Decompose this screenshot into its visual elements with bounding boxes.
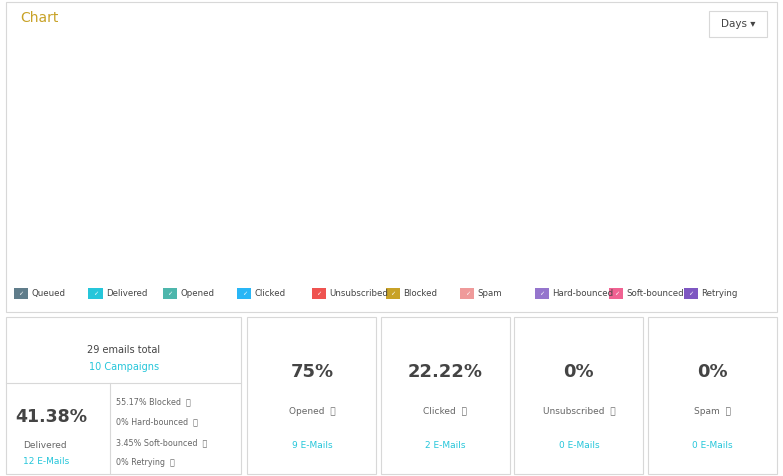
Text: 3.45% Soft-bounced  ⓘ: 3.45% Soft-bounced ⓘ <box>116 438 207 447</box>
Text: Opened: Opened <box>180 289 214 298</box>
Text: Clicked: Clicked <box>254 289 286 298</box>
Text: Unsubscribed  ⓘ: Unsubscribed ⓘ <box>543 407 615 416</box>
Text: ✓: ✓ <box>316 291 321 296</box>
Text: 55.17% Blocked  ⓘ: 55.17% Blocked ⓘ <box>116 397 190 407</box>
Text: ✓: ✓ <box>465 291 470 296</box>
Text: 0 E-Mails: 0 E-Mails <box>558 441 599 450</box>
Text: 0%: 0% <box>697 363 727 381</box>
Text: Spam  ⓘ: Spam ⓘ <box>694 407 731 416</box>
Text: 0% Retrying  ⓘ: 0% Retrying ⓘ <box>116 458 175 467</box>
Text: 29 emails total: 29 emails total <box>87 345 161 355</box>
Text: 0%: 0% <box>564 363 594 381</box>
Text: ✓: ✓ <box>391 291 395 296</box>
Text: Opened  ⓘ: Opened ⓘ <box>288 407 335 416</box>
Text: Delivered: Delivered <box>23 441 67 450</box>
Text: ✓: ✓ <box>614 291 619 296</box>
Text: Blocked: Blocked <box>403 289 437 298</box>
Text: Clicked  ⓘ: Clicked ⓘ <box>424 407 467 416</box>
Text: 0 E-Mails: 0 E-Mails <box>692 441 733 450</box>
Text: Delivered: Delivered <box>106 289 147 298</box>
Text: 10 Campaigns: 10 Campaigns <box>88 362 159 372</box>
Text: 2 E-Mails: 2 E-Mails <box>425 441 466 450</box>
Text: Retrying: Retrying <box>701 289 737 298</box>
Text: ✓: ✓ <box>93 291 98 296</box>
Text: Soft-bounced: Soft-bounced <box>626 289 684 298</box>
Text: Queued: Queued <box>31 289 65 298</box>
Text: Days ▾: Days ▾ <box>720 19 756 29</box>
Text: ✓: ✓ <box>168 291 172 296</box>
Text: Hard-bounced: Hard-bounced <box>552 289 613 298</box>
Text: Unsubscribed: Unsubscribed <box>329 289 388 298</box>
Text: 41.38%: 41.38% <box>16 408 88 426</box>
Text: 22.22%: 22.22% <box>408 363 483 381</box>
Text: ✓: ✓ <box>539 291 544 296</box>
Text: ✓: ✓ <box>688 291 693 296</box>
Text: Chart: Chart <box>20 11 59 25</box>
Text: 0% Hard-bounced  ⓘ: 0% Hard-bounced ⓘ <box>116 417 198 426</box>
Text: 9 E-Mails: 9 E-Mails <box>291 441 332 450</box>
Text: 75%: 75% <box>290 363 334 381</box>
Text: ✓: ✓ <box>242 291 247 296</box>
Text: 12 E-Mails: 12 E-Mails <box>23 456 70 466</box>
Text: ✓: ✓ <box>19 291 23 296</box>
Text: Spam: Spam <box>478 289 502 298</box>
